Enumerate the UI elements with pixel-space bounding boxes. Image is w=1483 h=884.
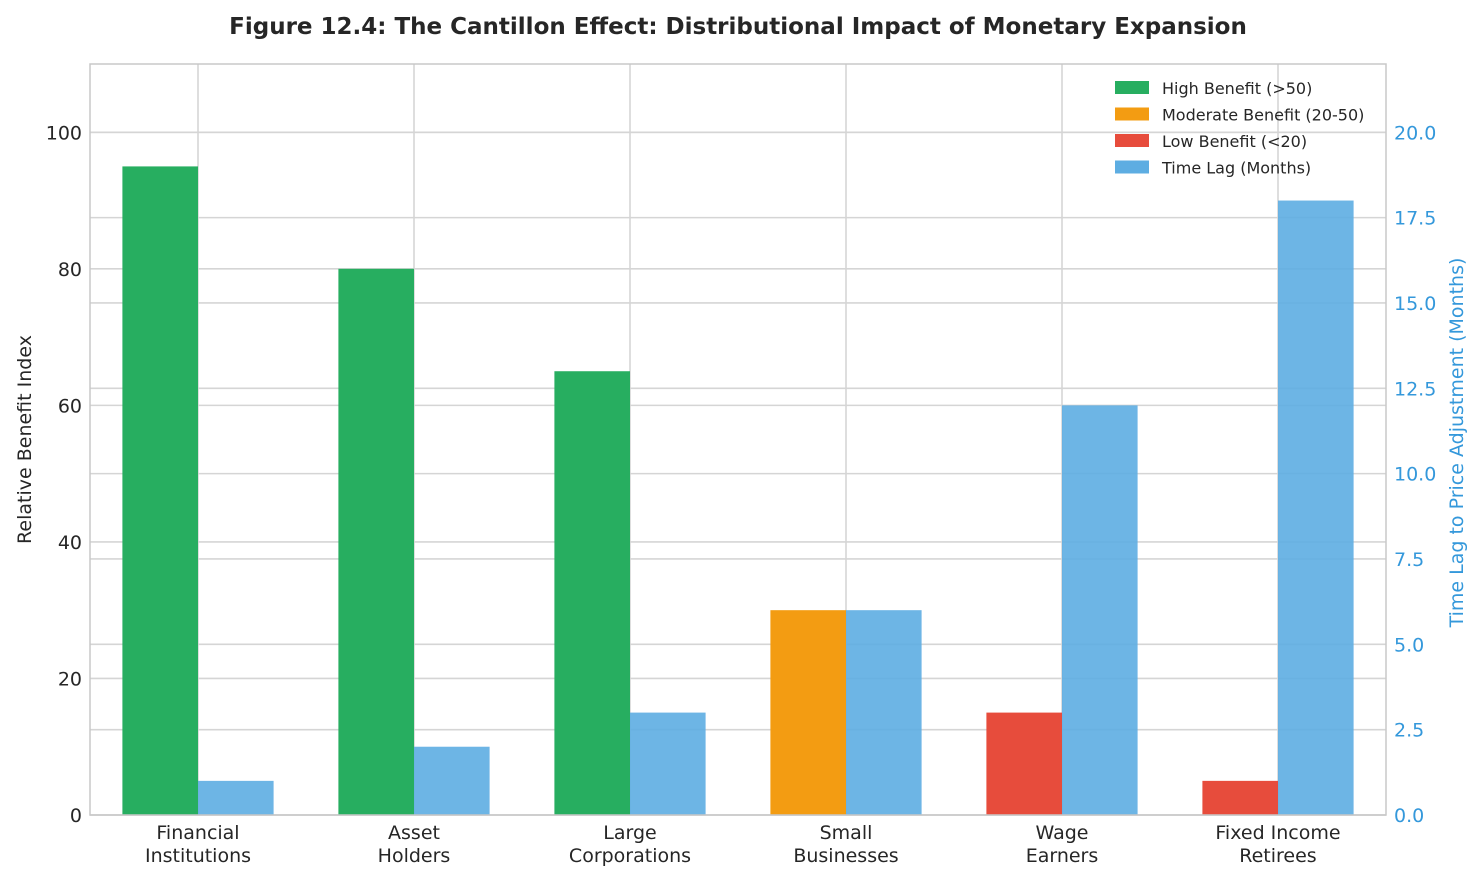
benefit-bar xyxy=(554,371,630,815)
time-lag-bar xyxy=(1278,200,1354,815)
y-axis-label-left: Relative Benefit Index xyxy=(14,335,36,544)
benefit-bar xyxy=(122,166,198,816)
y-tick-label-right: 2.5 xyxy=(1394,720,1424,742)
x-tick-label-line: Large xyxy=(603,822,656,844)
time-lag-bar xyxy=(1062,405,1138,815)
legend-swatch xyxy=(1115,107,1149,121)
y-tick-label-right: 12.5 xyxy=(1394,378,1436,400)
y-tick-label-right: 15.0 xyxy=(1394,293,1436,315)
x-tick-label-line: Retirees xyxy=(1239,845,1316,867)
time-lag-bar xyxy=(846,610,922,815)
bars xyxy=(122,166,1354,816)
y-tick-label-left: 60 xyxy=(58,395,82,417)
x-tick-label-line: Small xyxy=(820,822,873,844)
x-tick-label-line: Fixed Income xyxy=(1215,822,1340,844)
time-lag-bar xyxy=(414,746,490,815)
y-tick-label-right: 5.0 xyxy=(1394,634,1424,656)
legend: High Benefit (>50) Moderate Benefit (20-5… xyxy=(1115,79,1364,178)
x-tick-label-line: Businesses xyxy=(793,845,898,867)
x-tick-label-line: Corporations xyxy=(569,845,691,867)
x-tick-label: Small Businesses xyxy=(793,822,898,867)
x-tick-label-line: Asset xyxy=(388,822,440,844)
benefit-bar xyxy=(986,712,1062,815)
x-tick-label-line: Holders xyxy=(378,845,451,867)
y-tick-label-right: 7.5 xyxy=(1394,549,1424,571)
y-tick-label-left: 20 xyxy=(58,668,82,690)
y-tick-label-right: 20.0 xyxy=(1394,122,1436,144)
legend-label: High Benefit (>50) xyxy=(1162,79,1312,98)
legend-label: Moderate Benefit (20-50) xyxy=(1162,106,1364,125)
chart-title: Figure 12.4: The Cantillon Effect: Distr… xyxy=(229,14,1247,40)
y-tick-label-right: 0.0 xyxy=(1394,805,1424,827)
x-tick-label-line: Earners xyxy=(1026,845,1099,867)
x-tick-label-line: Institutions xyxy=(145,845,251,867)
y-axis-label-right: Time Lag to Price Adjustment (Months) xyxy=(1446,258,1468,629)
legend-label: Low Benefit (<20) xyxy=(1162,132,1307,151)
legend-swatch xyxy=(1115,134,1149,147)
x-tick-label: Fixed Income Retirees xyxy=(1215,822,1340,867)
benefit-bar xyxy=(770,610,846,815)
x-tick-label-line: Financial xyxy=(156,822,239,844)
time-lag-bar xyxy=(198,780,274,815)
time-lag-bar xyxy=(630,712,706,815)
y-tick-label-left: 0 xyxy=(70,805,82,827)
benefit-bar xyxy=(338,268,414,815)
x-tick-label: Financial Institutions xyxy=(145,822,251,867)
legend-label: Time Lag (Months) xyxy=(1161,159,1311,178)
x-tick-label: Asset Holders xyxy=(378,822,451,867)
x-tick-label: Wage Earners xyxy=(1026,822,1099,867)
plot-frame xyxy=(89,63,1387,816)
axes: 0 20 40 60 80 100 0.0 2.5 5.0 7.5 10.0 12.5 15.0 17.5… xyxy=(14,122,1468,867)
x-tick-label-line: Wage xyxy=(1036,822,1089,844)
benefit-bar xyxy=(1202,780,1278,815)
y-tick-label-left: 80 xyxy=(58,259,82,281)
legend-swatch xyxy=(1115,81,1149,94)
y-tick-label-left: 100 xyxy=(46,122,82,144)
y-tick-label-left: 40 xyxy=(58,532,82,554)
legend-swatch xyxy=(1115,160,1149,174)
y-tick-label-right: 17.5 xyxy=(1394,208,1436,230)
x-tick-label: Large Corporations xyxy=(569,822,691,867)
y-tick-label-right: 10.0 xyxy=(1394,464,1436,486)
